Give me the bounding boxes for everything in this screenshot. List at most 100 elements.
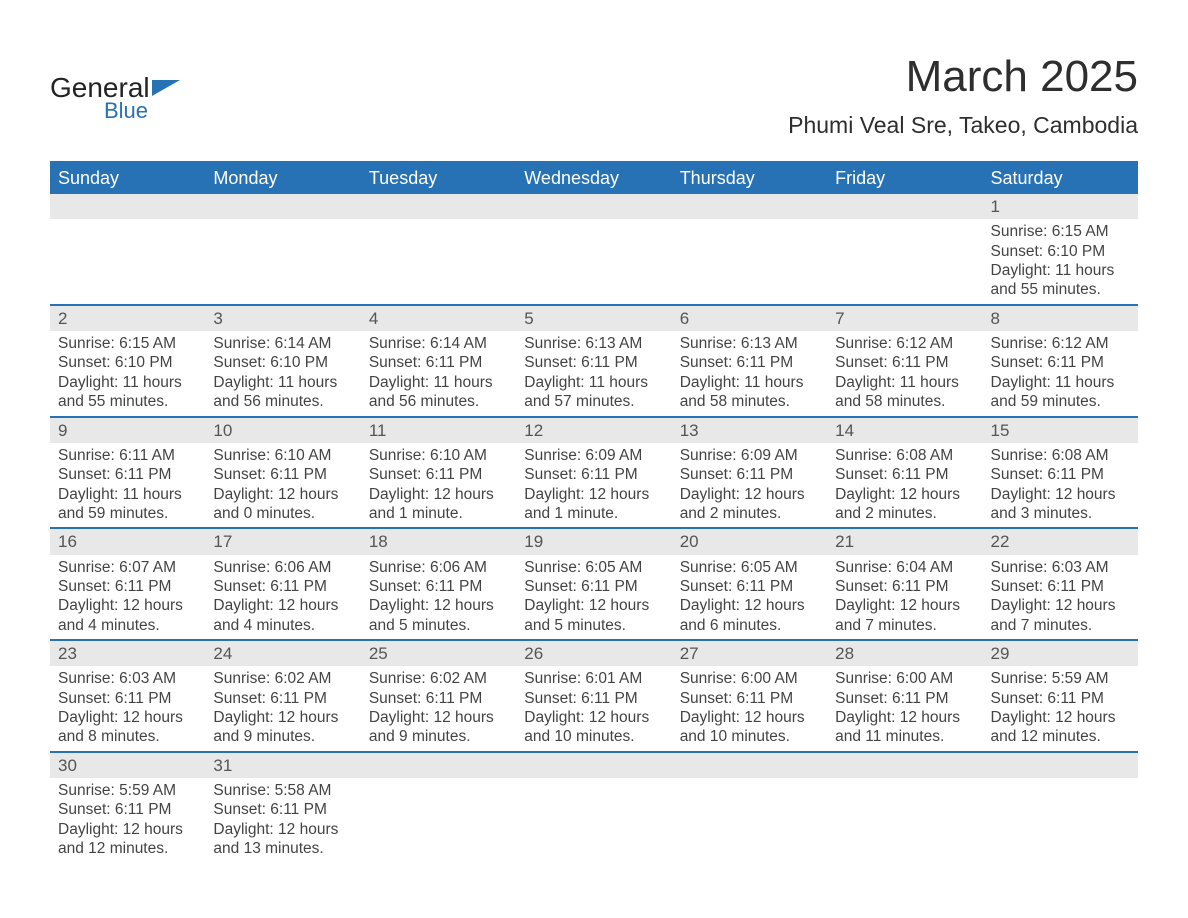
calendar-day-cell: 12Sunrise: 6:09 AMSunset: 6:11 PMDayligh…	[516, 417, 671, 529]
day-body: Sunrise: 6:03 AMSunset: 6:11 PMDaylight:…	[50, 666, 205, 751]
sunrise-line: Sunrise: 5:58 AM	[213, 781, 352, 800]
sunrise-line: Sunrise: 6:09 AM	[680, 446, 819, 465]
calendar-table: SundayMondayTuesdayWednesdayThursdayFrid…	[50, 161, 1138, 863]
day-body: Sunrise: 6:14 AMSunset: 6:10 PMDaylight:…	[205, 331, 360, 416]
day-body	[205, 219, 360, 279]
daylight-line: Daylight: 12 hours and 5 minutes.	[369, 596, 508, 635]
day-body	[361, 778, 516, 838]
sunrise-line: Sunrise: 6:03 AM	[58, 669, 197, 688]
day-body: Sunrise: 6:03 AMSunset: 6:11 PMDaylight:…	[983, 555, 1138, 640]
calendar-day-cell: 29Sunrise: 5:59 AMSunset: 6:11 PMDayligh…	[983, 640, 1138, 752]
daylight-line: Daylight: 12 hours and 12 minutes.	[991, 708, 1130, 747]
sunset-line: Sunset: 6:11 PM	[680, 353, 819, 372]
day-body: Sunrise: 5:59 AMSunset: 6:11 PMDaylight:…	[983, 666, 1138, 751]
day-number: 11	[361, 418, 516, 443]
daylight-line: Daylight: 11 hours and 59 minutes.	[58, 485, 197, 524]
sunrise-line: Sunrise: 6:01 AM	[524, 669, 663, 688]
daylight-line: Daylight: 12 hours and 1 minute.	[369, 485, 508, 524]
sunset-line: Sunset: 6:11 PM	[835, 465, 974, 484]
sunrise-line: Sunrise: 6:10 AM	[369, 446, 508, 465]
day-body: Sunrise: 6:08 AMSunset: 6:11 PMDaylight:…	[983, 443, 1138, 528]
daylight-line: Daylight: 11 hours and 59 minutes.	[991, 373, 1130, 412]
sunrise-line: Sunrise: 6:06 AM	[213, 558, 352, 577]
sunrise-line: Sunrise: 5:59 AM	[991, 669, 1130, 688]
sunset-line: Sunset: 6:11 PM	[524, 353, 663, 372]
sunrise-line: Sunrise: 6:07 AM	[58, 558, 197, 577]
calendar-header-cell: Tuesday	[361, 162, 516, 194]
day-body: Sunrise: 6:07 AMSunset: 6:11 PMDaylight:…	[50, 555, 205, 640]
day-number: 1	[983, 194, 1138, 219]
calendar-header-cell: Thursday	[672, 162, 827, 194]
day-body: Sunrise: 6:10 AMSunset: 6:11 PMDaylight:…	[361, 443, 516, 528]
daylight-line: Daylight: 12 hours and 7 minutes.	[835, 596, 974, 635]
day-number: 15	[983, 418, 1138, 443]
sunrise-line: Sunrise: 6:14 AM	[213, 334, 352, 353]
daylight-line: Daylight: 11 hours and 56 minutes.	[369, 373, 508, 412]
calendar-week-row: 16Sunrise: 6:07 AMSunset: 6:11 PMDayligh…	[50, 528, 1138, 640]
calendar-day-cell: 9Sunrise: 6:11 AMSunset: 6:11 PMDaylight…	[50, 417, 205, 529]
sunset-line: Sunset: 6:11 PM	[680, 689, 819, 708]
sunset-line: Sunset: 6:11 PM	[835, 577, 974, 596]
sunset-line: Sunset: 6:11 PM	[680, 577, 819, 596]
calendar-day-cell: 3Sunrise: 6:14 AMSunset: 6:10 PMDaylight…	[205, 305, 360, 417]
day-number: 7	[827, 306, 982, 331]
day-body	[672, 778, 827, 838]
sunset-line: Sunset: 6:10 PM	[991, 242, 1130, 261]
calendar-day-cell	[827, 752, 982, 863]
day-body: Sunrise: 6:08 AMSunset: 6:11 PMDaylight:…	[827, 443, 982, 528]
sunrise-line: Sunrise: 6:13 AM	[680, 334, 819, 353]
day-number: 3	[205, 306, 360, 331]
day-number: 30	[50, 753, 205, 778]
day-number	[672, 194, 827, 219]
day-number: 5	[516, 306, 671, 331]
sunset-line: Sunset: 6:11 PM	[58, 800, 197, 819]
day-body: Sunrise: 6:13 AMSunset: 6:11 PMDaylight:…	[672, 331, 827, 416]
sunrise-line: Sunrise: 6:05 AM	[524, 558, 663, 577]
calendar-week-row: 23Sunrise: 6:03 AMSunset: 6:11 PMDayligh…	[50, 640, 1138, 752]
sunrise-line: Sunrise: 6:02 AM	[369, 669, 508, 688]
daylight-line: Daylight: 12 hours and 5 minutes.	[524, 596, 663, 635]
day-number	[827, 753, 982, 778]
daylight-line: Daylight: 12 hours and 3 minutes.	[991, 485, 1130, 524]
calendar-day-cell	[983, 752, 1138, 863]
sunset-line: Sunset: 6:11 PM	[991, 353, 1130, 372]
calendar-day-cell: 28Sunrise: 6:00 AMSunset: 6:11 PMDayligh…	[827, 640, 982, 752]
calendar-day-cell: 10Sunrise: 6:10 AMSunset: 6:11 PMDayligh…	[205, 417, 360, 529]
day-number	[516, 194, 671, 219]
calendar-header-cell: Monday	[205, 162, 360, 194]
sunrise-line: Sunrise: 5:59 AM	[58, 781, 197, 800]
sunset-line: Sunset: 6:11 PM	[991, 689, 1130, 708]
day-number: 19	[516, 529, 671, 554]
sunset-line: Sunset: 6:11 PM	[213, 577, 352, 596]
daylight-line: Daylight: 12 hours and 7 minutes.	[991, 596, 1130, 635]
sunset-line: Sunset: 6:11 PM	[369, 577, 508, 596]
day-body: Sunrise: 6:09 AMSunset: 6:11 PMDaylight:…	[672, 443, 827, 528]
day-body: Sunrise: 6:13 AMSunset: 6:11 PMDaylight:…	[516, 331, 671, 416]
day-number: 2	[50, 306, 205, 331]
day-body	[827, 778, 982, 838]
sunset-line: Sunset: 6:11 PM	[835, 353, 974, 372]
day-body: Sunrise: 6:15 AMSunset: 6:10 PMDaylight:…	[50, 331, 205, 416]
location: Phumi Veal Sre, Takeo, Cambodia	[788, 112, 1138, 139]
title-block: March 2025 Phumi Veal Sre, Takeo, Cambod…	[788, 52, 1138, 139]
sunset-line: Sunset: 6:11 PM	[58, 689, 197, 708]
daylight-line: Daylight: 11 hours and 58 minutes.	[835, 373, 974, 412]
sunrise-line: Sunrise: 6:10 AM	[213, 446, 352, 465]
day-body: Sunrise: 5:58 AMSunset: 6:11 PMDaylight:…	[205, 778, 360, 863]
day-body: Sunrise: 6:02 AMSunset: 6:11 PMDaylight:…	[361, 666, 516, 751]
day-number: 4	[361, 306, 516, 331]
brand-line2: Blue	[104, 98, 150, 124]
sunrise-line: Sunrise: 6:05 AM	[680, 558, 819, 577]
day-body	[672, 219, 827, 279]
calendar-day-cell	[672, 194, 827, 305]
day-number: 21	[827, 529, 982, 554]
month-title: March 2025	[788, 52, 1138, 102]
day-body: Sunrise: 6:06 AMSunset: 6:11 PMDaylight:…	[361, 555, 516, 640]
sunrise-line: Sunrise: 6:15 AM	[58, 334, 197, 353]
day-number: 22	[983, 529, 1138, 554]
day-body	[361, 219, 516, 279]
calendar-day-cell	[361, 752, 516, 863]
daylight-line: Daylight: 12 hours and 2 minutes.	[835, 485, 974, 524]
daylight-line: Daylight: 12 hours and 13 minutes.	[213, 820, 352, 859]
daylight-line: Daylight: 12 hours and 4 minutes.	[213, 596, 352, 635]
